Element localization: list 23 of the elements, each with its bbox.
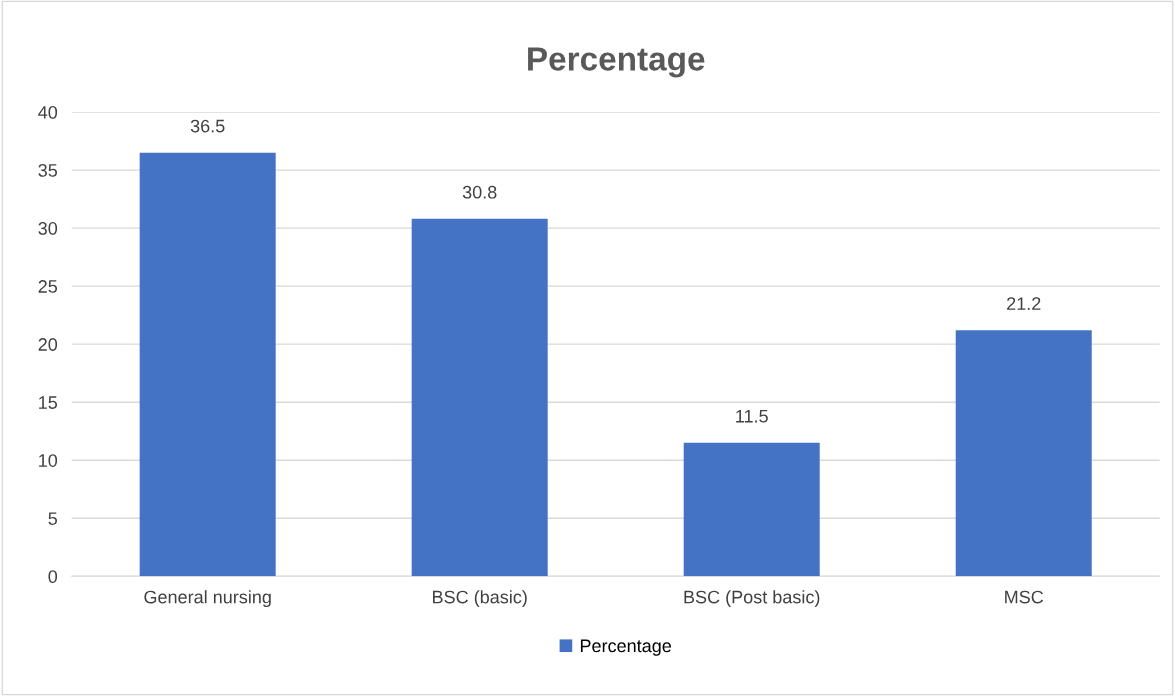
bar (139, 152, 276, 577)
chart-title: Percentage (528, 47, 705, 78)
data-label: 36.5 (190, 119, 225, 133)
y-tick-label: 0 (48, 570, 58, 584)
y-tick-label: 30 (38, 222, 58, 235)
y-tick-label: 5 (48, 512, 58, 525)
x-tick-label: General nursing (144, 590, 271, 608)
y-tick-label: 10 (39, 454, 58, 467)
legend-label: Percentage (580, 639, 672, 656)
data-label: 30.8 (462, 185, 497, 199)
x-tick-label: BSC (Post basic) (684, 590, 820, 607)
bar (683, 442, 820, 577)
bar (411, 218, 548, 577)
bar (955, 330, 1092, 577)
data-label: 21.2 (1007, 297, 1041, 310)
y-tick-label: 15 (39, 396, 58, 409)
y-tick-label: 35 (38, 164, 58, 177)
x-tick-label: BSC (basic) (433, 590, 527, 607)
data-label: 11.5 (736, 409, 768, 423)
y-tick-label: 20 (38, 338, 58, 351)
y-tick-label: 25 (38, 280, 58, 293)
y-tick-label: 40 (38, 105, 58, 119)
x-tick-label: MSC (1005, 590, 1044, 604)
